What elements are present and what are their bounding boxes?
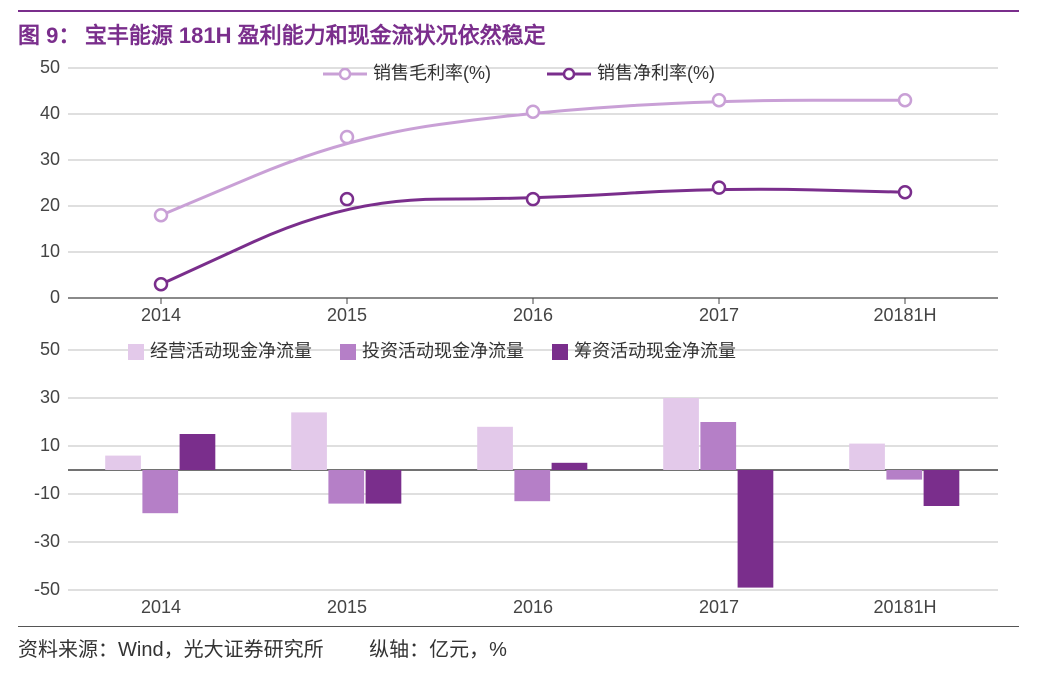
source-label: 资料来源：Wind，光大证券研究所 xyxy=(18,639,324,661)
svg-text:0: 0 xyxy=(50,287,60,307)
svg-text:2014: 2014 xyxy=(141,305,181,325)
chart-area: 0 10 20 30 40 50 2014 2015 2016 2017 20181H 销售毛利率(%… xyxy=(18,58,1018,620)
svg-text:投资活动现金净流量: 投资活动现金净流量 xyxy=(362,341,524,361)
chart-svg: 0 10 20 30 40 50 2014 2015 2016 2017 20181H 销售毛利率(%… xyxy=(18,58,1018,620)
footer: 资料来源：Wind，光大证券研究所 纵轴：亿元，% xyxy=(18,626,1019,662)
svg-text:-10: -10 xyxy=(34,483,60,503)
svg-text:40: 40 xyxy=(40,103,60,123)
svg-text:10: 10 xyxy=(40,241,60,261)
svg-text:10: 10 xyxy=(40,435,60,455)
svg-text:50: 50 xyxy=(40,58,60,77)
svg-text:2014: 2014 xyxy=(141,597,181,617)
figure-label: 图 9： xyxy=(18,23,80,48)
figure-title: 宝丰能源 181H 盈利能力和现金流状况依然稳定 xyxy=(85,23,546,48)
axis-note: 纵轴：亿元，% xyxy=(369,639,507,661)
svg-text:20: 20 xyxy=(40,195,60,215)
svg-text:20181H: 20181H xyxy=(873,597,936,617)
svg-text:销售净利率(%): 销售净利率(%) xyxy=(597,63,715,83)
figure-header: 图 9： 宝丰能源 181H 盈利能力和现金流状况依然稳定 xyxy=(18,10,1019,50)
svg-text:销售毛利率(%): 销售毛利率(%) xyxy=(373,63,491,83)
svg-text:-30: -30 xyxy=(34,531,60,551)
svg-text:筹资活动现金净流量: 筹资活动现金净流量 xyxy=(574,341,736,361)
svg-text:2015: 2015 xyxy=(327,597,367,617)
svg-text:2016: 2016 xyxy=(513,305,553,325)
svg-text:30: 30 xyxy=(40,149,60,169)
svg-text:30: 30 xyxy=(40,387,60,407)
svg-text:2017: 2017 xyxy=(699,597,739,617)
svg-text:经营活动现金净流量: 经营活动现金净流量 xyxy=(150,341,312,361)
svg-text:2015: 2015 xyxy=(327,305,367,325)
svg-text:50: 50 xyxy=(40,339,60,359)
svg-text:2016: 2016 xyxy=(513,597,553,617)
svg-text:-50: -50 xyxy=(34,579,60,599)
svg-text:20181H: 20181H xyxy=(873,305,936,325)
svg-text:2017: 2017 xyxy=(699,305,739,325)
